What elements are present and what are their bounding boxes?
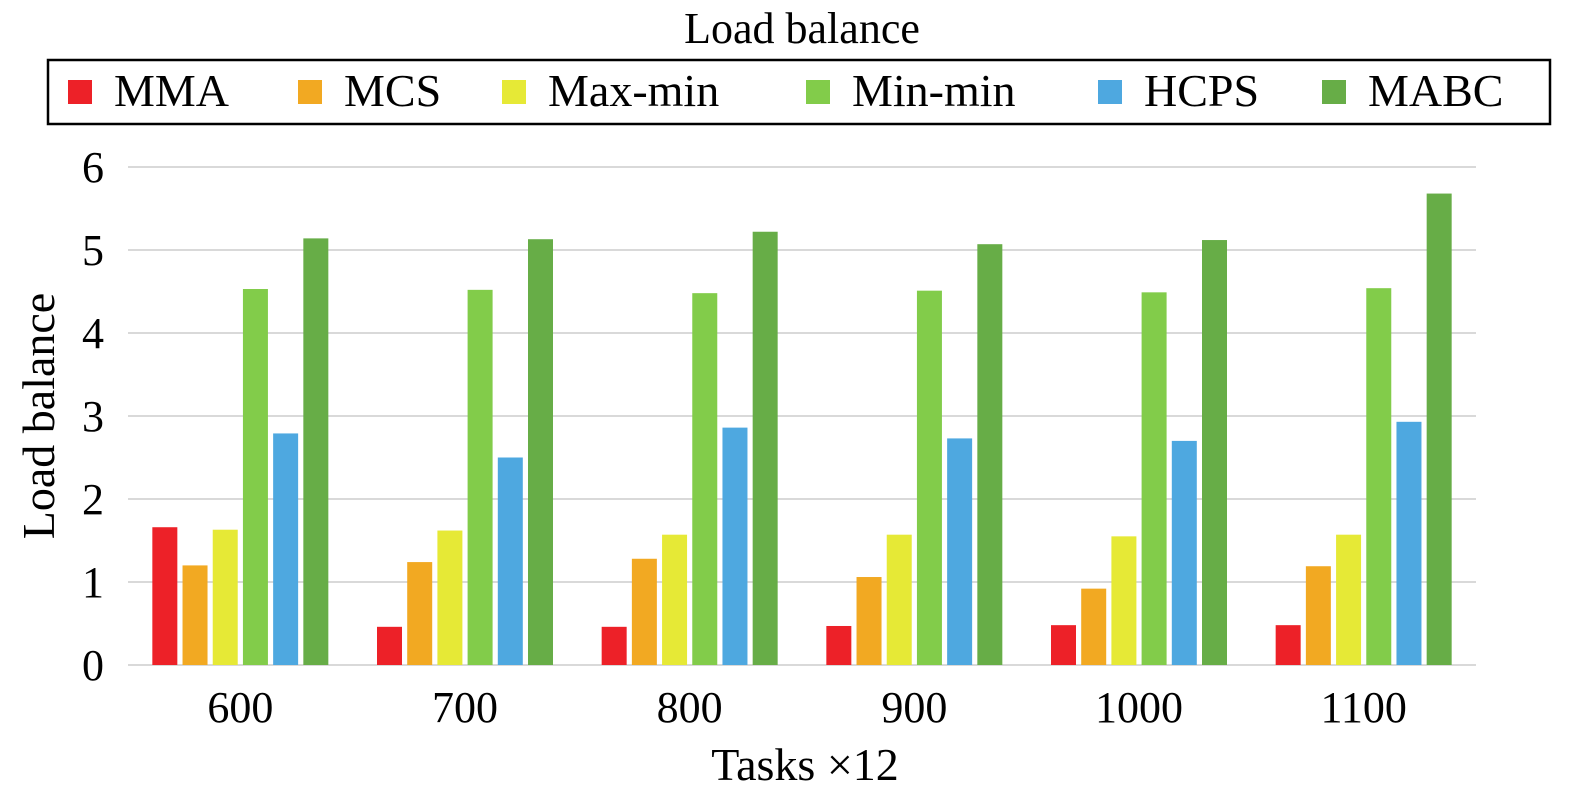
y-tick-label: 4 [82,309,104,358]
bar-mcs-1000 [1081,588,1107,665]
bar-max-min-1000 [1111,536,1137,665]
bar-mma-1100 [1275,625,1301,665]
bar-mcs-900 [856,577,882,665]
y-tick-label: 3 [82,392,104,441]
bar-mma-800 [601,626,627,665]
legend-label: HCPS [1144,65,1259,116]
bar-max-min-1100 [1336,534,1362,665]
bar-hcps-1100 [1396,421,1422,665]
bar-mma-600 [152,527,178,665]
x-tick-label: 600 [207,683,273,732]
legend-swatch-mcs [298,80,322,104]
bar-mcs-1100 [1305,566,1331,665]
y-axis-ticks: 0 1 2 3 4 5 6 [82,143,104,690]
y-tick-label: 1 [82,558,104,607]
bar-mabc-900 [977,244,1003,665]
gridlines [128,166,1476,666]
bar-max-min-800 [662,534,688,665]
bar-max-min-900 [886,534,912,665]
bar-hcps-700 [497,457,523,665]
legend-swatch-mma [68,80,92,104]
chart-title: Load balance [684,4,920,53]
legend-label: MCS [344,65,441,116]
legend-label: Max-min [548,65,719,116]
bar-max-min-600 [212,529,238,665]
bar-mma-700 [377,626,402,665]
bar-mma-1000 [1051,625,1076,665]
legend-swatch-hcps [1098,80,1122,104]
x-axis-ticks: 600 700 800 900 1000 1100 [207,683,1407,732]
bar-mabc-800 [752,231,778,666]
x-tick-label: 900 [881,683,947,732]
y-tick-label: 5 [82,226,104,275]
bar-min-min-1000 [1141,292,1167,665]
bars [152,193,1452,666]
x-tick-label: 800 [657,683,723,732]
bar-min-min-800 [692,293,718,665]
bar-hcps-600 [273,433,299,665]
x-tick-label: 700 [432,683,498,732]
legend-label: Min-min [852,65,1016,116]
bar-mcs-800 [631,558,657,665]
x-tick-label: 1000 [1095,683,1183,732]
legend-swatch-max-min [502,80,526,104]
bar-mcs-700 [407,562,433,665]
x-tick-label: 1100 [1320,683,1406,732]
bar-min-min-600 [242,289,268,665]
bar-mabc-1100 [1426,193,1452,665]
bar-max-min-700 [437,530,463,665]
bar-min-min-700 [467,289,493,665]
bar-mabc-700 [528,239,553,665]
bar-min-min-900 [916,290,942,665]
y-tick-label: 0 [82,641,104,690]
bar-hcps-900 [947,438,973,665]
legend-label: MABC [1368,65,1503,116]
legend-label: MMA [114,65,229,116]
legend-swatch-mabc [1322,80,1346,104]
legend: MMA MCS Max-min Min-min HCPS MABC [46,58,1552,126]
bar-mma-900 [826,625,852,665]
y-tick-label: 2 [82,475,104,524]
legend-swatch-min-min [806,80,830,104]
y-axis-label: Load balance [13,293,64,539]
bar-hcps-800 [722,427,748,665]
y-tick-label: 6 [82,143,104,192]
x-axis-label: Tasks ×12 [711,739,899,790]
bar-mabc-600 [303,238,329,665]
bar-min-min-1100 [1366,288,1392,665]
bar-mcs-600 [182,565,208,665]
bar-mabc-1000 [1202,240,1227,666]
bar-hcps-1000 [1171,440,1197,665]
